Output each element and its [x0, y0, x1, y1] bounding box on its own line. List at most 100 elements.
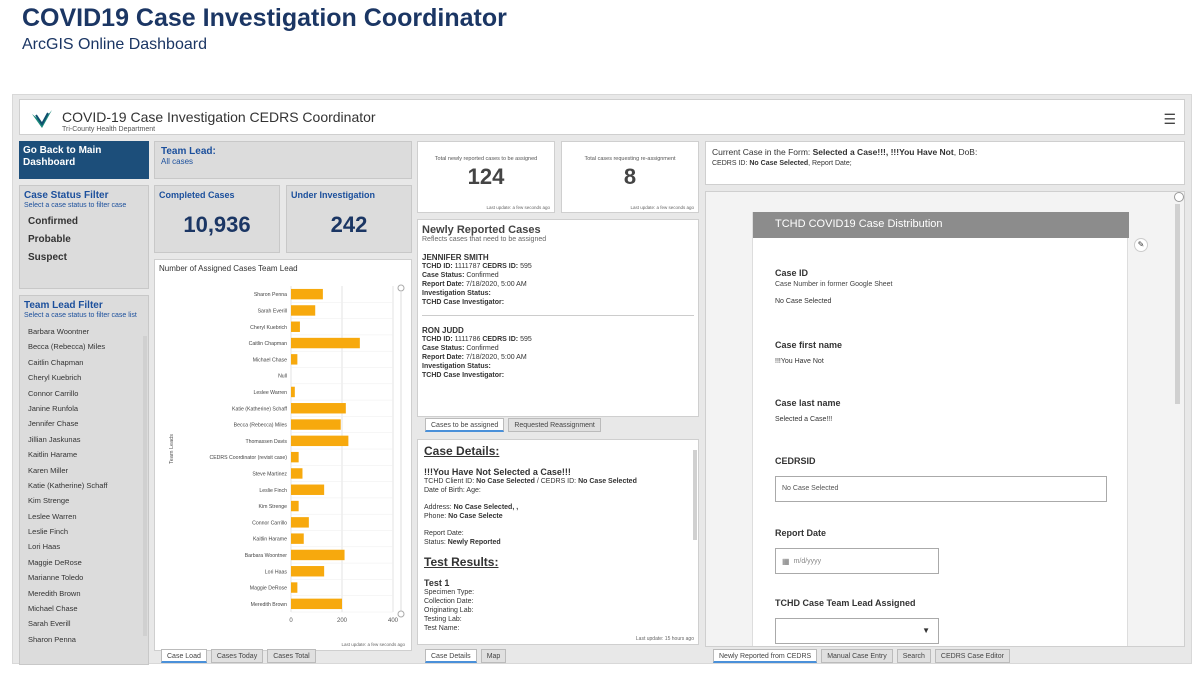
chart-bar[interactable]	[291, 435, 349, 447]
lead-filter-item[interactable]: Kim Strenge	[28, 496, 70, 506]
health-dept-logo-icon	[32, 110, 52, 128]
chart-bar[interactable]	[291, 403, 346, 414]
lead-filter-item[interactable]: Janine Runfola	[28, 403, 79, 413]
chart-bar[interactable]	[291, 500, 299, 512]
lead-filter-item[interactable]: Marianne Toledo	[28, 573, 84, 583]
chart-category-label: Barbara Woontner	[245, 553, 288, 559]
chart-bar[interactable]	[291, 288, 323, 300]
chart-scroll-handle-top[interactable]	[397, 284, 405, 292]
lead-filter-item[interactable]: Sharon Penna	[28, 634, 76, 644]
tab-cases-today[interactable]: Cases Today	[210, 649, 264, 663]
chart-bar[interactable]	[291, 549, 345, 561]
chart-scroll-handle-bottom[interactable]	[397, 610, 405, 618]
lead-filter-item[interactable]: Michael Chase	[28, 604, 78, 614]
status-filter-probable[interactable]: Probable	[28, 234, 71, 245]
lead-filter-item[interactable]: Caitlin Chapman	[28, 357, 84, 367]
first-name-value: !!!You Have Not	[775, 358, 824, 365]
tab-case-load[interactable]: Case Load	[161, 649, 207, 663]
list-item[interactable]: JENNIFER SMITH TCHD ID: 1111787 CEDRS ID…	[422, 253, 694, 316]
completed-cases-kpi: Completed Cases 10,936	[154, 185, 280, 253]
status-filter-confirmed[interactable]: Confirmed	[28, 216, 78, 227]
completed-cases-label: Completed Cases	[159, 190, 235, 200]
newly-reported-cases-list: Newly Reported Cases Reflects cases that…	[417, 219, 699, 417]
tab-cedrs-case-editor[interactable]: CEDRS Case Editor	[934, 649, 1010, 663]
tab-cases-to-be-assigned[interactable]: Cases to be assigned	[425, 418, 505, 432]
lead-filter-item[interactable]: Connor Carrillo	[28, 388, 79, 398]
lead-filter-item[interactable]: Barbara Woontner	[28, 327, 90, 336]
chart-category-label: Maggie DeRose	[250, 586, 287, 592]
dashboard-subtitle: Tri-County Health Department	[62, 126, 156, 133]
lead-filter-item[interactable]: Leslee Warren	[28, 511, 77, 521]
case-details-headline: !!!You Have Not Selected a Case!!!	[424, 467, 571, 477]
back-to-main-button[interactable]: Go Back to Main Dashboard	[19, 141, 149, 179]
tab-manual-case-entry[interactable]: Manual Case Entry	[821, 649, 893, 663]
cedrsid-field[interactable]: No Case Selected	[775, 476, 1107, 502]
page-title: COVID19 Case Investigation Coordinator	[22, 4, 507, 32]
case-details-scrollbar[interactable]	[693, 450, 697, 540]
lead-filter-item[interactable]: Kaitlin Harame	[28, 450, 78, 460]
case-list-tabs: Cases to be assigned Requested Reassignm…	[425, 418, 601, 432]
team-lead-assigned-label: TCHD Case Team Lead Assigned	[775, 598, 916, 608]
tab-case-details[interactable]: Case Details	[425, 649, 477, 663]
lead-filter-item[interactable]: Lori Haas	[28, 542, 61, 552]
lead-filter-item[interactable]: Maggie DeRose	[28, 557, 82, 567]
lead-list-scrollbar[interactable]	[143, 336, 147, 636]
chart-bar[interactable]	[291, 484, 325, 495]
chart-bar[interactable]	[291, 386, 295, 398]
case-details-footer: Last update: 15 hours ago	[635, 636, 694, 642]
team-lead-select[interactable]: ▼	[775, 618, 939, 644]
test-title: Test 1	[424, 578, 450, 588]
chart-bar[interactable]	[291, 582, 298, 593]
lead-filter-item[interactable]: Becca (Rebecca) Miles	[28, 342, 106, 352]
chart-bar[interactable]	[291, 419, 341, 430]
lead-filter-item[interactable]: Jillian Jaskunas	[28, 434, 81, 444]
lead-filter-item[interactable]: Leslie Finch	[28, 527, 69, 537]
case-id-help: Case Number in former Google Sheet	[775, 281, 893, 288]
chart-bar[interactable]	[291, 468, 303, 479]
lead-filter-item[interactable]: Jennifer Chase	[28, 419, 79, 429]
chart-bar[interactable]	[291, 321, 300, 332]
list-item[interactable]: RON JUDD TCHD ID: 1111786 CEDRS ID: 595 …	[422, 326, 694, 380]
chart-category-label: Cheryl Kuebrich	[250, 325, 287, 331]
lead-filter-item[interactable]: Sarah Everill	[28, 619, 71, 629]
tab-newly-reported[interactable]: Newly Reported from CEDRS	[713, 649, 818, 663]
lead-filter-item[interactable]: Katie (Katherine) Schaff	[28, 480, 108, 490]
chart-bar[interactable]	[291, 517, 309, 528]
tab-cases-total[interactable]: Cases Total	[267, 649, 316, 663]
chart-bar[interactable]	[291, 598, 342, 610]
tab-requested-reassignment[interactable]: Requested Reassignment	[508, 418, 601, 432]
expand-icon[interactable]	[1174, 192, 1184, 202]
edit-pencil-icon[interactable]: ✎	[1134, 238, 1148, 252]
report-date-field[interactable]: ▦ m/d/yyyy	[775, 548, 939, 574]
lead-filter-item[interactable]: Karen Miller	[28, 465, 69, 475]
chart-bar[interactable]	[291, 533, 304, 544]
chart-category-label: Becca (Rebecca) Miles	[234, 423, 288, 429]
chart-category-label: Sharon Penna	[254, 292, 287, 298]
assigned-cases-chart: Sharon Penna Sarah Everill Cheryl Kuebrich…	[169, 284, 405, 647]
reassignment-kpi: Total cases requesting re-assignment 8 L…	[561, 141, 699, 213]
dashboard: COVID-19 Case Investigation CEDRS Coordi…	[12, 94, 1192, 665]
chart-bar[interactable]	[291, 451, 299, 463]
chart-category-label: CEDRS Coordinator (revisit case)	[209, 455, 287, 461]
tab-search[interactable]: Search	[896, 649, 931, 663]
team-lead-indicator: Team Lead: All cases	[154, 141, 412, 179]
tab-map[interactable]: Map	[480, 649, 507, 663]
lead-filter-title: Team Lead Filter	[24, 300, 103, 311]
chart-bar[interactable]	[291, 305, 316, 316]
menu-icon[interactable]: ☰	[1163, 111, 1176, 127]
status-filter-title: Case Status Filter	[24, 190, 109, 201]
form-scrollbar[interactable]	[1175, 204, 1180, 404]
status-filter-suspect[interactable]: Suspect	[28, 252, 67, 263]
lead-filter-item[interactable]: Cheryl Kuebrich	[28, 373, 82, 383]
new-cases-kpi-value: 124	[467, 164, 505, 189]
lead-filter-item[interactable]: Meredith Brown	[28, 588, 81, 598]
chart-bar[interactable]	[291, 337, 360, 349]
chart-category-label: Leslee Warren	[253, 390, 287, 396]
chart-bar[interactable]	[291, 566, 325, 577]
new-cases-kpi-footer: Last update: a few seconds ago	[486, 205, 550, 210]
chart-category-label: Katie (Katherine) Schaff	[232, 406, 288, 412]
new-cases-subtitle: Reflects cases that need to be assigned	[422, 236, 547, 243]
chart-category-label: Caitlin Chapman	[249, 341, 287, 347]
chart-category-label: Michael Chase	[253, 357, 287, 363]
chart-bar[interactable]	[291, 354, 298, 365]
